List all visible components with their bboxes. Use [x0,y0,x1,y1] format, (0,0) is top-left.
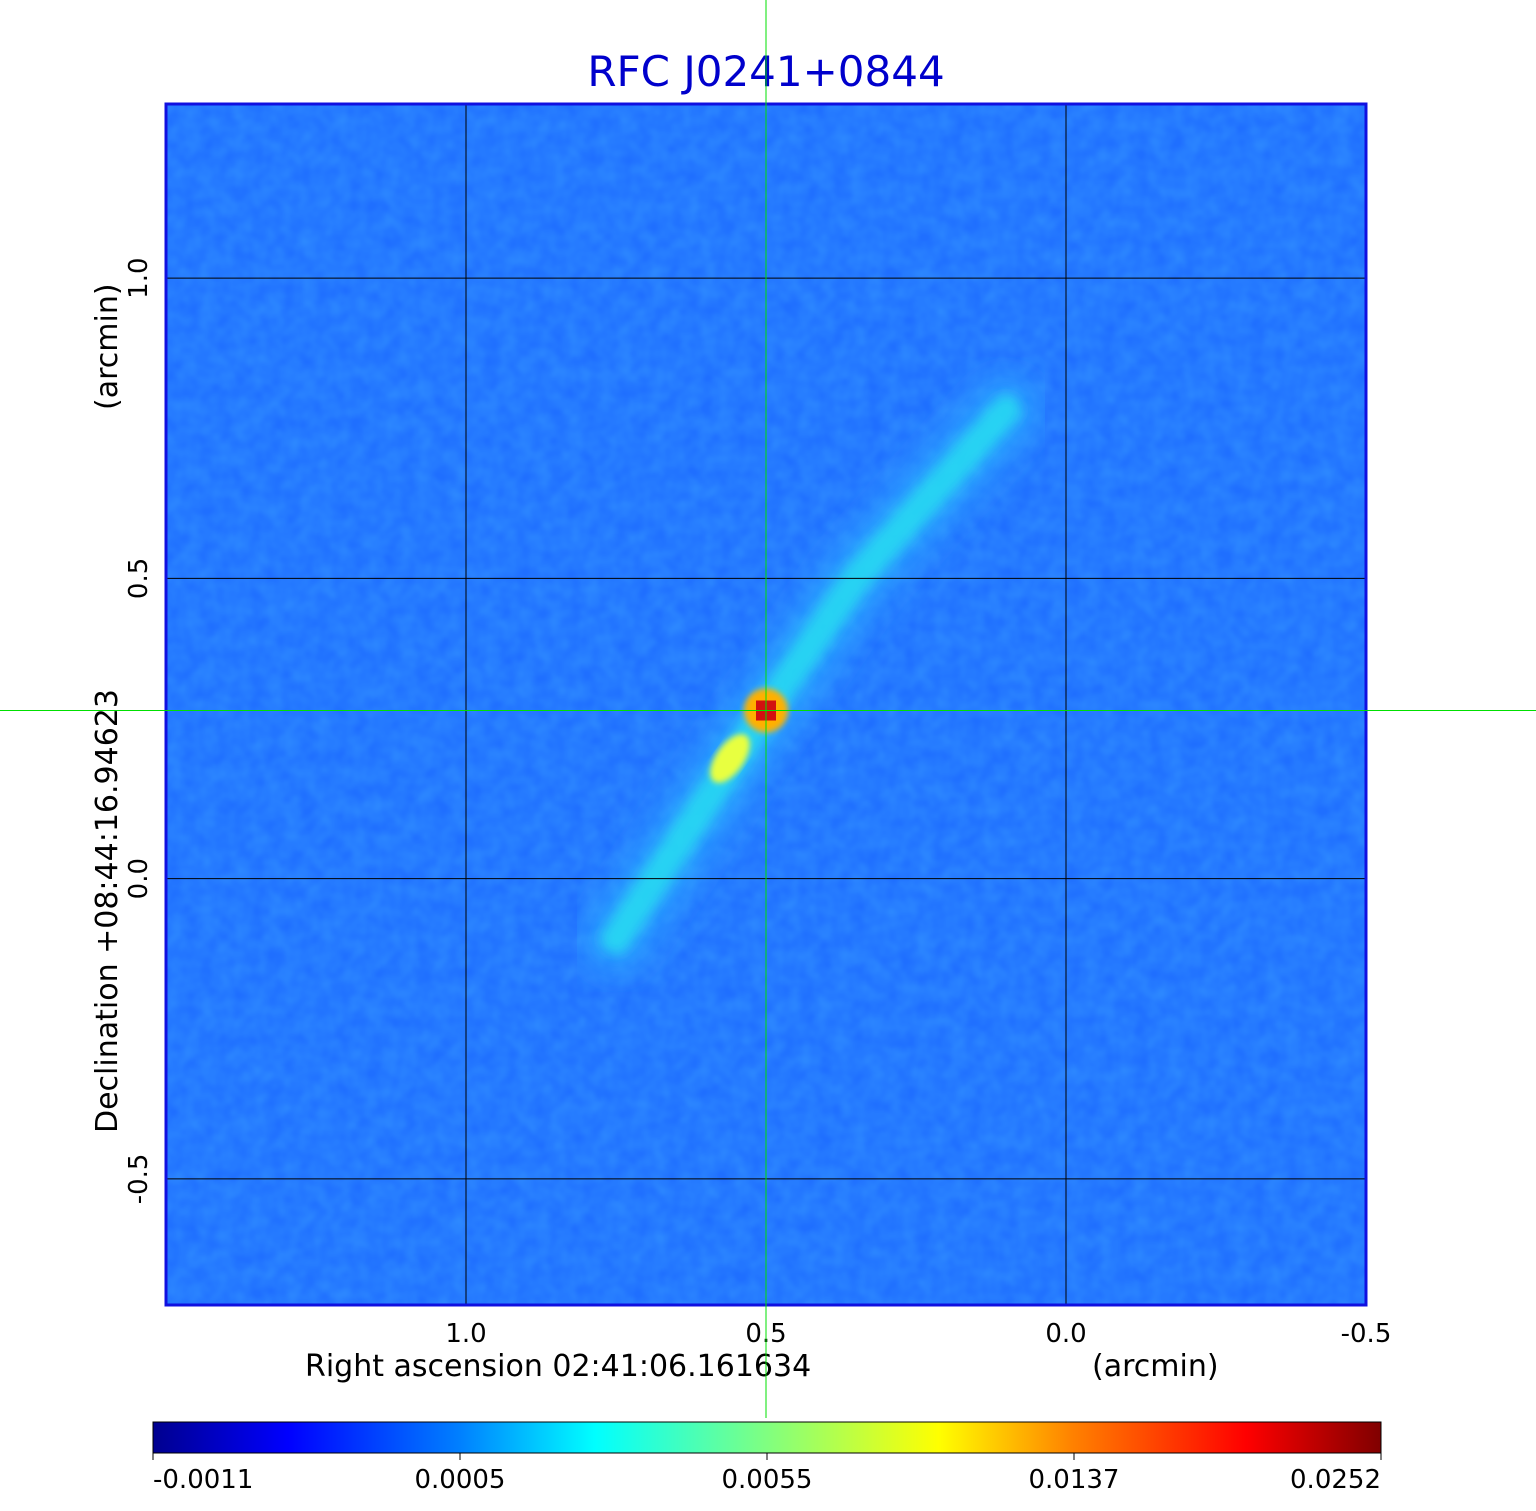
y-axis-unit: (arcmin) [90,283,125,410]
y-tick-label: 1.0 [124,257,154,298]
x-axis-unit: (arcmin) [1092,1349,1219,1384]
secondary-peak [710,734,750,783]
colorbar-tick-labels: -0.0011 0.0005 0.0055 0.0137 0.0252 [152,1453,1382,1495]
y-tick-label: 0.5 [124,558,154,599]
colorbar-tick-label: 0.0055 [722,1465,813,1495]
x-tick-label: 1.0 [445,1319,486,1349]
y-tick-labels: 1.0 0.5 0.0 -0.5 [124,257,154,1204]
y-tick-label: -0.5 [124,1154,154,1205]
colorbar-tick-label: 0.0252 [1290,1465,1381,1495]
y-tick-label: 0.0 [124,858,154,899]
colorbar [152,1421,1382,1454]
jet-core [601,395,1021,954]
colorbar-tick-label: -0.0011 [153,1465,253,1495]
y-axis-label: Declination +08:44:16.94623 [90,689,125,1133]
x-tick-labels: 1.0 0.5 0.0 -0.5 [445,1319,1391,1349]
colorbar-tick-label: 0.0005 [415,1465,506,1495]
source-emission [581,375,1041,974]
x-axis-label: Right ascension 02:41:06.161634 [305,1349,811,1384]
x-tick-label: -0.5 [1341,1319,1392,1349]
crosshair [0,0,1536,1418]
x-tick-label: 0.0 [1045,1319,1086,1349]
colorbar-tick-label: 0.0137 [1029,1465,1120,1495]
